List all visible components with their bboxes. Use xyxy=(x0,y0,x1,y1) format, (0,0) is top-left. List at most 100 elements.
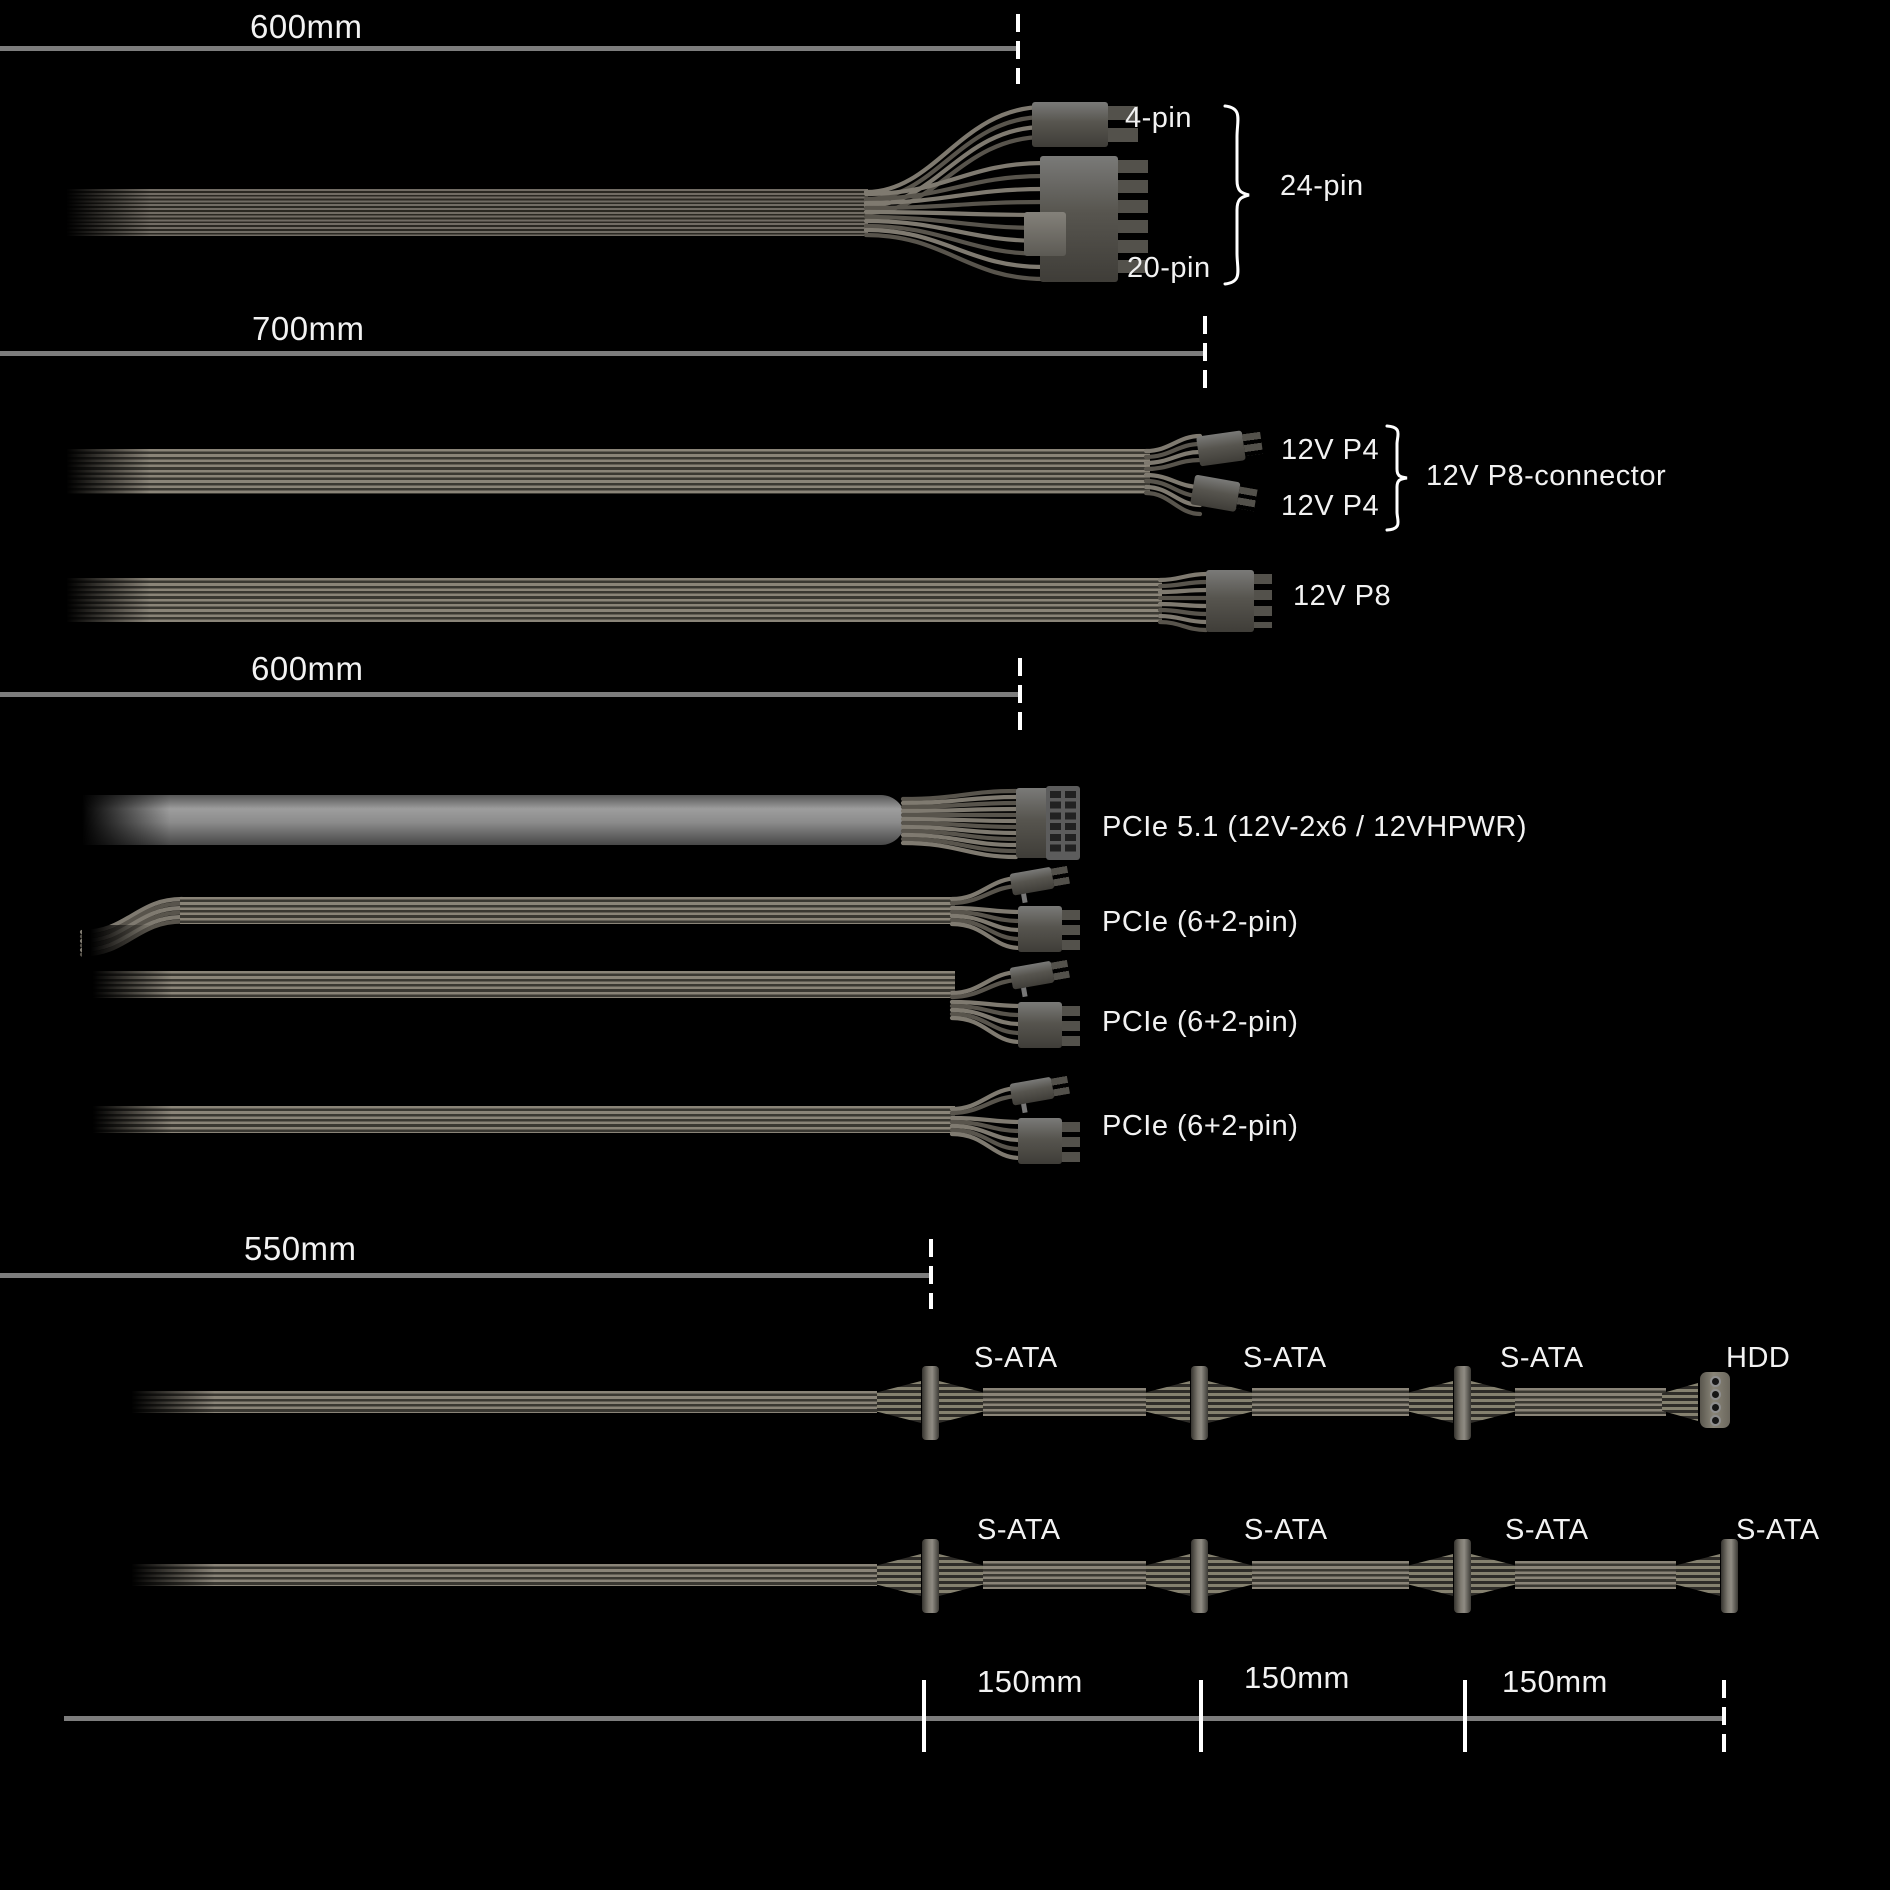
sata1-connector-1 xyxy=(922,1366,939,1440)
pcie1-6pin-connector-pins xyxy=(1062,910,1080,950)
sata2-flare xyxy=(939,1554,983,1596)
sata1-flare xyxy=(1409,1381,1453,1423)
sata1-label-1: S-ATA xyxy=(974,1342,1058,1374)
sata2-flare xyxy=(1409,1554,1453,1596)
pcie1-label: PCIe (6+2-pin) xyxy=(1102,906,1299,938)
sata2-connector-1 xyxy=(922,1539,939,1613)
cpu-p4-top-label: 12V P4 xyxy=(1281,434,1380,466)
sata1-cable-seg1 xyxy=(983,1388,1146,1416)
sata1-flare xyxy=(1146,1381,1190,1423)
cpu-p8-connector xyxy=(1206,570,1254,632)
segment-150-label-1: 150mm xyxy=(977,1664,1083,1699)
pcie5-cable-fan xyxy=(900,788,1019,860)
atx-24pin-label: 24-pin xyxy=(1280,170,1364,202)
sata1-flare xyxy=(939,1381,983,1423)
ruler-600-top-label: 600mm xyxy=(250,8,363,45)
cpu-p8-connector-pins xyxy=(1254,574,1272,628)
sata2-connector-3 xyxy=(1454,1539,1471,1613)
sata1-cable-lead xyxy=(120,1391,877,1413)
atx-4pin-label: 4-pin xyxy=(1125,102,1192,134)
sata1-label-2: S-ATA xyxy=(1243,1342,1327,1374)
sata1-cable-fade xyxy=(120,1388,215,1416)
ruler-550-label: 550mm xyxy=(244,1230,357,1267)
sata1-cable-seg3 xyxy=(1515,1388,1666,1416)
sata2-label-3: S-ATA xyxy=(1505,1514,1589,1546)
cpu-p4-connector-top xyxy=(1196,428,1266,469)
atx-24pin-connector-pins xyxy=(1118,160,1148,280)
sata1-flare xyxy=(1471,1381,1515,1423)
sata1-hdd-molex-connector xyxy=(1700,1372,1730,1428)
sata2-cable-lead xyxy=(120,1564,877,1586)
ruler-600-top-line xyxy=(0,46,1018,51)
cpu-p4-cable-fade xyxy=(55,445,150,498)
atx-cable-fade xyxy=(55,185,150,240)
sata1-connector-2 xyxy=(1191,1366,1208,1440)
pcie5-connector-pins xyxy=(1050,791,1076,855)
cpu-p8-cable-fade xyxy=(55,574,150,626)
sata2-flare xyxy=(1146,1554,1190,1596)
ruler-550-tick xyxy=(929,1239,933,1309)
cpu-p8-cable-ribbon xyxy=(55,578,1162,622)
segment-ruler-tick-2 xyxy=(1199,1680,1203,1752)
segment-ruler-line xyxy=(64,1716,1726,1721)
sata2-cable-fade xyxy=(120,1561,215,1589)
ruler-700-line xyxy=(0,351,1205,356)
sata2-label-4: S-ATA xyxy=(1736,1514,1820,1546)
pcie3-cable-fade xyxy=(82,1102,172,1137)
sata2-flare xyxy=(1676,1554,1720,1596)
sata2-label-1: S-ATA xyxy=(977,1514,1061,1546)
cpu-p4-bottom-label: 12V P4 xyxy=(1281,490,1380,522)
pcie5-connector xyxy=(1016,788,1050,858)
ruler-600-top-tick xyxy=(1016,14,1020,84)
pcie5-cable-fade xyxy=(70,791,170,849)
pcie2-label: PCIe (6+2-pin) xyxy=(1102,1006,1299,1038)
atx-20pin-label: 20-pin xyxy=(1127,252,1211,284)
atx-4pin-connector xyxy=(1032,102,1108,147)
atx-24pin-latch xyxy=(1024,212,1066,256)
pcie1-6pin-connector xyxy=(1018,906,1062,952)
ruler-600-mid-line xyxy=(0,692,1020,697)
atx-cable-ribbon xyxy=(55,189,868,236)
sata1-label-3: S-ATA xyxy=(1500,1342,1584,1374)
pcie5-cable-sleeve xyxy=(70,795,905,845)
pcie3-cable-ribbon xyxy=(82,1106,955,1133)
segment-ruler-tick-1 xyxy=(922,1680,926,1752)
ruler-600-mid-tick xyxy=(1018,658,1022,730)
sata1-flare xyxy=(877,1381,921,1423)
cpu-p8-group-brace xyxy=(1385,424,1408,532)
pcie1-cable-fade xyxy=(82,925,152,965)
ruler-700-tick xyxy=(1203,316,1207,388)
sata1-flare xyxy=(1662,1383,1698,1421)
pcie2-cable-fade xyxy=(82,967,172,1002)
pcie3-label: PCIe (6+2-pin) xyxy=(1102,1110,1299,1142)
pcie2-cable-ribbon xyxy=(82,971,955,998)
cpu-p4-cable-ribbon xyxy=(55,449,1150,494)
atx-cable-fan xyxy=(863,104,1047,282)
pcie3-6pin-connector-pins xyxy=(1062,1122,1080,1162)
ruler-700-label: 700mm xyxy=(252,310,365,347)
segment-ruler-tick-4 xyxy=(1722,1680,1726,1752)
sata2-cable-seg1 xyxy=(983,1561,1146,1589)
sata2-flare xyxy=(877,1554,921,1596)
pcie2-6pin-connector-pins xyxy=(1062,1006,1080,1046)
sata2-cable-seg2 xyxy=(1252,1561,1409,1589)
sata2-cable-seg3 xyxy=(1515,1561,1676,1589)
pcie1-cable-ribbon xyxy=(180,897,955,924)
atx-4pin-connector-pins xyxy=(1108,106,1138,144)
ruler-600-mid-label: 600mm xyxy=(251,650,364,687)
sata1-connector-3 xyxy=(1454,1366,1471,1440)
pcie2-6pin-connector xyxy=(1018,1002,1062,1048)
ruler-550-line xyxy=(0,1273,931,1278)
sata2-connector-4 xyxy=(1721,1539,1738,1613)
atx-24pin-brace xyxy=(1223,104,1250,286)
segment-ruler-tick-3 xyxy=(1463,1680,1467,1752)
sata2-label-2: S-ATA xyxy=(1244,1514,1328,1546)
sata2-flare xyxy=(1208,1554,1252,1596)
segment-150-label-3: 150mm xyxy=(1502,1664,1608,1699)
sata1-hdd-label: HDD xyxy=(1726,1342,1791,1374)
cpu-p8-label: 12V P8 xyxy=(1293,580,1392,612)
pcie3-6pin-connector xyxy=(1018,1118,1062,1164)
sata1-flare xyxy=(1208,1381,1252,1423)
cpu-p8-group-label: 12V P8-connector xyxy=(1426,460,1667,492)
cpu-p8-cable-fan xyxy=(1157,571,1209,633)
